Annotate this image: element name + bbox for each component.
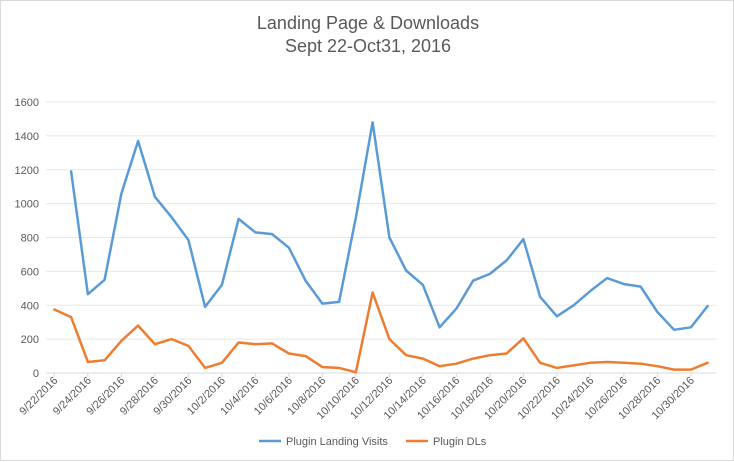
chart-subtitle: Sept 22-Oct31, 2016 [285, 36, 451, 56]
y-tick-label: 1200 [15, 165, 39, 177]
series-line-1 [69, 121, 709, 332]
legend-label-1: Plugin Landing Visits [286, 436, 388, 448]
x-axis-ticks: 9/22/20169/24/20169/26/20169/28/20169/30… [17, 373, 697, 422]
chart-title: Landing Page & Downloads [257, 13, 479, 33]
legend-label-2: Plugin DLs [433, 436, 487, 448]
y-axis-ticks: 0 200 400 600 800 1000 1200 1400 1600 [15, 97, 39, 380]
series-line-2 [53, 291, 709, 374]
gridlines [46, 101, 716, 374]
series-lines [53, 121, 709, 374]
y-tick-label: 800 [21, 233, 39, 245]
y-tick-label: 400 [21, 300, 39, 312]
y-tick-label: 0 [33, 368, 39, 380]
y-tick-label: 200 [21, 334, 39, 346]
y-tick-label: 1600 [15, 97, 39, 109]
y-tick-label: 1400 [15, 131, 39, 143]
legend: Plugin Landing Visits Plugin DLs [259, 436, 487, 448]
y-tick-label: 600 [21, 266, 39, 278]
y-tick-label: 1000 [15, 199, 39, 211]
